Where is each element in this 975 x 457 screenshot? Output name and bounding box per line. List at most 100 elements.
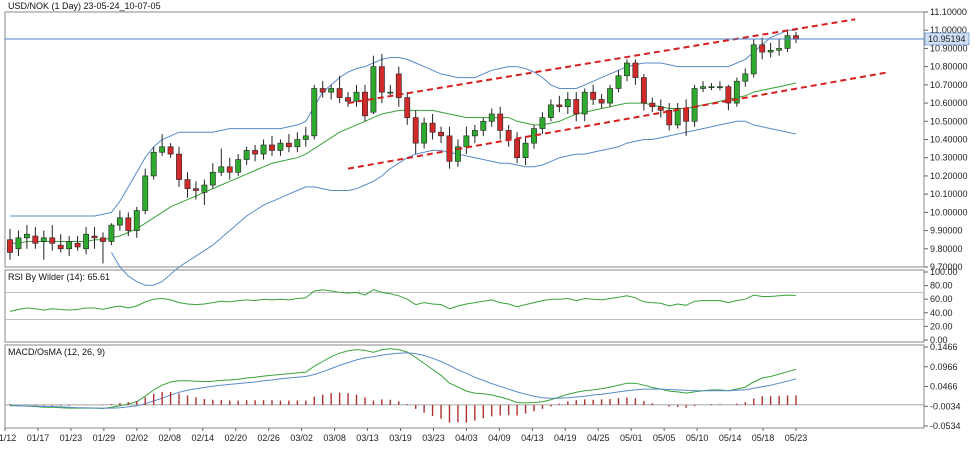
date-tick-label: 02/02 bbox=[126, 433, 149, 443]
candle bbox=[260, 139, 267, 160]
date-tick-label: 04/09 bbox=[488, 433, 511, 443]
rsi-tick-label: 0.00 bbox=[930, 335, 948, 345]
candle bbox=[7, 228, 13, 260]
candle-body bbox=[429, 122, 436, 133]
candle-body bbox=[201, 184, 208, 193]
candle-body bbox=[336, 88, 343, 98]
candle-body bbox=[590, 91, 597, 100]
trend-channel bbox=[347, 18, 890, 170]
candle-body bbox=[370, 66, 377, 113]
candle-body bbox=[328, 88, 335, 93]
candle-body bbox=[717, 86, 723, 88]
date-tick-label: 05/01 bbox=[620, 433, 643, 443]
candle bbox=[133, 206, 140, 238]
candle bbox=[57, 234, 64, 253]
candle bbox=[598, 93, 605, 109]
candlesticks bbox=[7, 30, 799, 264]
candle bbox=[176, 146, 182, 187]
candle-body bbox=[683, 108, 690, 122]
price-tick-label: 11.10000 bbox=[930, 7, 967, 17]
candle-body bbox=[57, 244, 64, 250]
candle bbox=[252, 144, 259, 162]
candle-body bbox=[573, 99, 580, 115]
date-tick-label: 03/23 bbox=[422, 433, 445, 443]
candle bbox=[624, 59, 630, 82]
price-tick-label: 10.00000 bbox=[930, 207, 968, 217]
candle-body bbox=[547, 104, 554, 118]
candle-body bbox=[378, 66, 385, 93]
candle bbox=[285, 134, 292, 153]
candle-body bbox=[7, 239, 13, 253]
candle bbox=[733, 77, 740, 107]
candle bbox=[640, 73, 647, 111]
date-tick-label: 02/08 bbox=[159, 433, 182, 443]
candle bbox=[455, 139, 461, 167]
candle bbox=[438, 126, 444, 144]
candle-body bbox=[514, 139, 521, 159]
rsi-tick-label: 100.00 bbox=[930, 267, 958, 277]
candle bbox=[421, 117, 428, 149]
candle-body bbox=[345, 97, 351, 102]
candle-body bbox=[733, 80, 740, 104]
candle bbox=[32, 226, 39, 249]
candle-body bbox=[539, 117, 546, 129]
candle-body bbox=[66, 241, 73, 250]
candle-body bbox=[116, 217, 123, 226]
price-tick-label: 9.90000 bbox=[930, 226, 963, 236]
candle-body bbox=[505, 130, 512, 140]
candle bbox=[184, 172, 191, 198]
candle-body bbox=[564, 99, 571, 108]
candle bbox=[100, 232, 106, 264]
candle-body bbox=[362, 91, 368, 117]
candle-body bbox=[607, 88, 613, 104]
candle-body bbox=[615, 75, 622, 89]
date-tick-label: 03/02 bbox=[290, 433, 313, 443]
bollinger-bands bbox=[10, 29, 797, 286]
candle bbox=[218, 148, 225, 176]
candle bbox=[302, 126, 309, 147]
macd-line bbox=[9, 348, 797, 410]
price-axis: 11.10000 11.00000 10.90000 10.80000 10.70000… bbox=[5, 7, 970, 272]
candle-body bbox=[725, 86, 732, 104]
candle bbox=[209, 163, 216, 189]
date-axis: 01/12 01/17 01/23 01/29 02/02 02/08 02/14 02/20… bbox=[0, 428, 807, 443]
macd-tick-label: -0.0534 bbox=[930, 421, 961, 431]
candle-body bbox=[657, 106, 664, 111]
candle bbox=[66, 236, 73, 257]
candle-body bbox=[226, 166, 233, 173]
candle-body bbox=[471, 130, 478, 137]
candle-body bbox=[387, 91, 394, 94]
candle-body bbox=[32, 235, 39, 244]
candle-body bbox=[209, 171, 216, 186]
candle bbox=[40, 230, 47, 260]
price-tick-label: 9.80000 bbox=[930, 244, 963, 254]
candle-body bbox=[598, 99, 605, 104]
candle-body bbox=[150, 151, 157, 177]
candle bbox=[717, 81, 723, 91]
candle-body bbox=[776, 48, 783, 51]
current-price-box bbox=[924, 32, 970, 46]
candle bbox=[159, 134, 166, 156]
candle-body bbox=[632, 62, 639, 78]
macd-tick-label: 0.0966 bbox=[930, 362, 958, 372]
rsi-panel bbox=[4, 269, 925, 343]
candle-body bbox=[23, 233, 30, 239]
candle bbox=[759, 37, 766, 60]
macd-indicator: 0.1466 0.0966 0.0466 -0.0034 -0.0534 bbox=[5, 342, 961, 431]
candle-body bbox=[269, 144, 275, 151]
candle bbox=[725, 84, 732, 111]
candle bbox=[514, 132, 521, 164]
price-tick-label: 9.70000 bbox=[930, 262, 963, 272]
candle bbox=[370, 55, 377, 114]
rsi-tick-label: 80.00 bbox=[930, 281, 953, 291]
candle bbox=[23, 225, 30, 249]
rsi-tick-label: 40.00 bbox=[930, 308, 953, 318]
candle-body bbox=[784, 35, 791, 49]
candle bbox=[243, 146, 250, 165]
candle-body bbox=[522, 142, 529, 159]
candle bbox=[488, 108, 495, 127]
candle-body bbox=[404, 97, 411, 118]
candle bbox=[564, 92, 571, 114]
date-tick-label: 03/19 bbox=[389, 433, 412, 443]
